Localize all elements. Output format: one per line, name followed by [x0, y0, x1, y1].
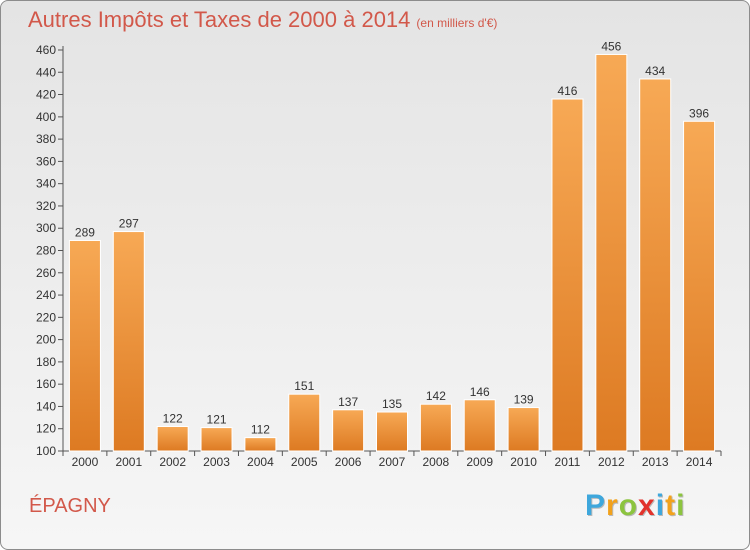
x-tick-label-2012: 2012 — [598, 455, 625, 469]
y-tick-label: 180 — [36, 355, 56, 369]
x-tick-label-2008: 2008 — [423, 455, 450, 469]
y-tick-label: 280 — [36, 244, 56, 258]
bar-2001 — [112, 231, 145, 452]
commune-name: ÉPAGNY — [29, 495, 111, 517]
y-tick-label: 120 — [36, 422, 56, 436]
y-tick-label: 320 — [36, 199, 56, 213]
bar-2007 — [376, 411, 408, 452]
y-tick-label: 400 — [36, 110, 56, 124]
y-tick-label: 260 — [36, 266, 56, 280]
data-label-2009: 146 — [470, 385, 490, 399]
x-tick-label-2003: 2003 — [203, 455, 230, 469]
bar-2014 — [683, 120, 716, 452]
data-label-2008: 142 — [426, 389, 446, 403]
x-tick-label-2013: 2013 — [642, 455, 669, 469]
y-tick-label: 200 — [36, 333, 56, 347]
x-tick-label-2009: 2009 — [466, 455, 493, 469]
y-tick-label: 360 — [36, 154, 56, 168]
chart-title-text: Autres Impôts et Taxes de 2000 à 2014 — [28, 7, 411, 32]
x-tick-label-2001: 2001 — [115, 455, 142, 469]
data-label-2010: 139 — [514, 393, 534, 407]
bar-2002 — [156, 425, 189, 452]
bar-2011 — [551, 98, 584, 452]
bar-2004 — [244, 437, 277, 452]
y-tick-label: 300 — [36, 221, 56, 235]
data-label-2014: 396 — [689, 106, 709, 120]
bar-2006 — [332, 409, 365, 452]
bar-2003 — [200, 427, 233, 452]
x-tick-label-2005: 2005 — [291, 455, 318, 469]
y-tick-label: 140 — [36, 399, 56, 413]
data-label-2005: 151 — [294, 379, 314, 393]
y-tick-label: 100 — [36, 444, 56, 458]
bar-2005 — [288, 393, 321, 452]
data-label-2004: 112 — [251, 423, 270, 437]
x-tick-label-2010: 2010 — [510, 455, 537, 469]
x-tick-label-2014: 2014 — [686, 455, 713, 469]
bar-2008 — [419, 403, 452, 452]
y-tick-label: 420 — [36, 88, 56, 102]
data-label-2002: 122 — [163, 411, 183, 425]
data-label-2013: 434 — [645, 64, 665, 78]
x-tick-label-2000: 2000 — [72, 455, 99, 469]
data-label-2003: 121 — [207, 413, 227, 427]
data-label-2011: 416 — [557, 84, 577, 98]
y-tick-label: 380 — [36, 132, 56, 146]
y-tick-label: 220 — [36, 310, 56, 324]
proxiti-logo[interactable]: Proxiti — [585, 489, 686, 522]
x-tick-label-2002: 2002 — [159, 455, 186, 469]
bar-2000 — [68, 239, 101, 452]
chart-title: Autres Impôts et Taxes de 2000 à 2014 (en… — [28, 7, 497, 33]
y-tick-label: 160 — [36, 377, 56, 391]
bar-2010 — [507, 407, 540, 452]
x-tick-label-2004: 2004 — [247, 455, 274, 469]
chart-data-labels: 289 297 122 121 112 151 137 135 142 146 139 416 456 4… — [75, 39, 709, 436]
x-tick-label-2011: 2011 — [555, 455, 581, 469]
x-tick-label-2006: 2006 — [335, 455, 362, 469]
y-tick-label: 440 — [36, 65, 56, 79]
bar-2013 — [639, 78, 672, 452]
data-label-2001: 297 — [119, 217, 139, 231]
chart-subtitle: (en milliers d'€) — [416, 16, 498, 30]
x-tick-label-2007: 2007 — [379, 455, 406, 469]
data-label-2000: 289 — [75, 225, 95, 239]
data-label-2012: 456 — [601, 39, 621, 53]
data-label-2007: 135 — [382, 397, 402, 411]
y-tick-label: 240 — [36, 288, 56, 302]
chart-bars — [68, 53, 716, 452]
data-label-2006: 137 — [338, 395, 358, 409]
bar-2012 — [595, 53, 628, 452]
bar-2009 — [463, 399, 496, 452]
chart-axes: 100 120 140 160 180 200 220 240 260 280 300 320 340 3… — [36, 43, 722, 469]
y-tick-label: 460 — [36, 43, 56, 57]
y-tick-label: 340 — [36, 177, 56, 191]
